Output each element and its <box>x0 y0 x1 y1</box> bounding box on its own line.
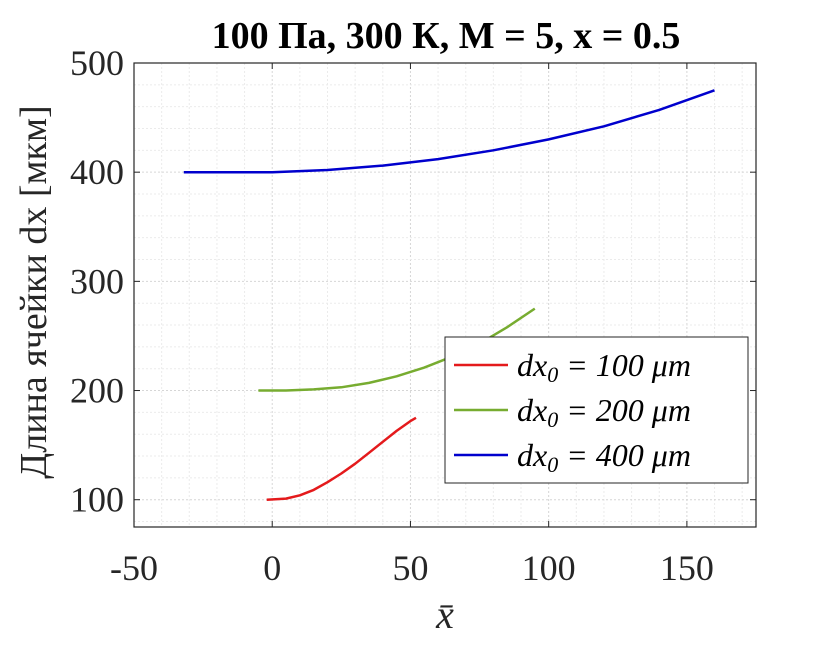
x-tick-label: 0 <box>263 548 281 588</box>
y-axis-label: Длина ячейки dx [мкм] <box>13 105 55 478</box>
x-tick-label: 150 <box>660 548 714 588</box>
y-tick-label: 200 <box>70 371 124 411</box>
chart-title: 100 Па, 300 К, M = 5, x = 0.5 <box>212 15 681 57</box>
series-line <box>266 416 417 501</box>
legend: dx0 = 100 μm dx0 = 200 μm dx0 = 400 μm <box>444 336 749 484</box>
y-tick-label: 300 <box>70 261 124 301</box>
axis-ticks: -50 0 50 100 150 100 200 300 400 500 <box>70 43 756 588</box>
series-line <box>183 89 715 174</box>
legend-label: dx0 = 200 μm <box>517 392 691 432</box>
legend-label: dx0 = 400 μm <box>517 437 691 477</box>
legend-label: dx0 = 100 μm <box>517 347 691 387</box>
y-tick-label: 500 <box>70 43 124 83</box>
x-tick-label: -50 <box>110 548 158 588</box>
x-axis-label: x̄ <box>435 592 454 637</box>
x-tick-label: 50 <box>392 548 428 588</box>
y-tick-label: 400 <box>70 152 124 192</box>
x-tick-label: 100 <box>522 548 576 588</box>
y-tick-label: 100 <box>70 480 124 520</box>
plot-area <box>133 62 757 528</box>
